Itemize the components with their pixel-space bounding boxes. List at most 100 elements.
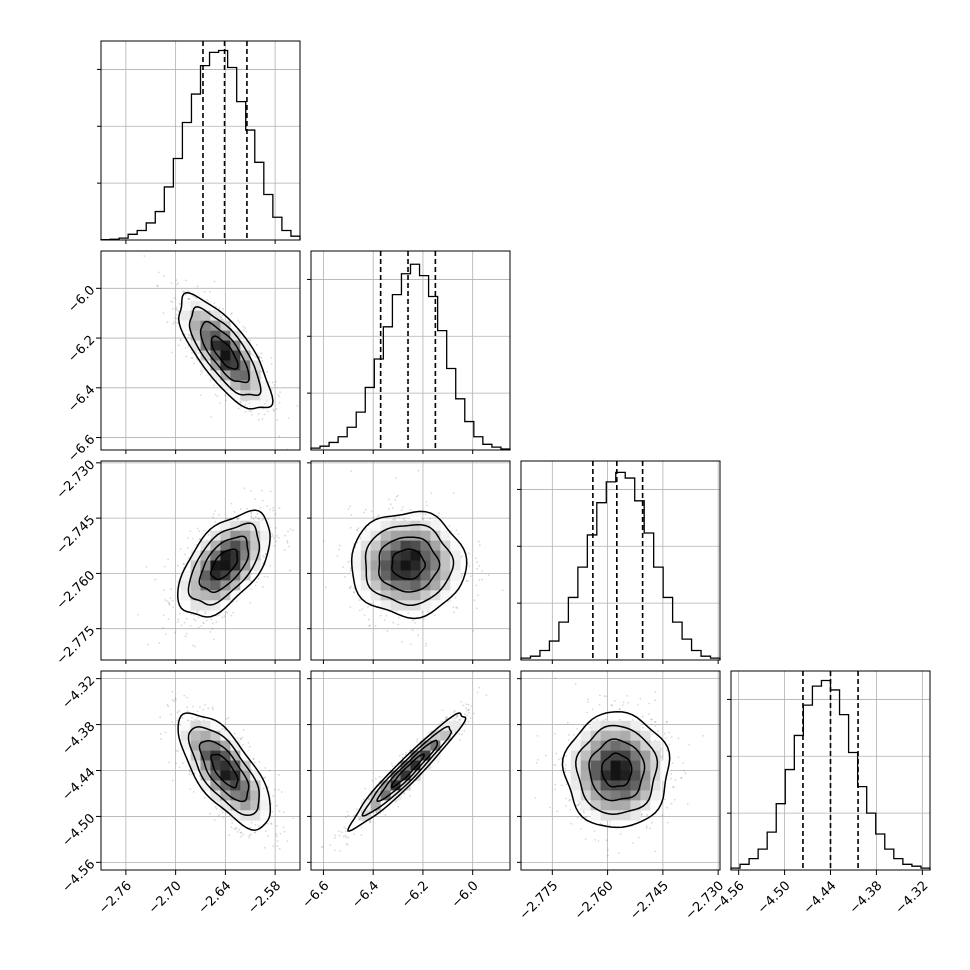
scatter-point — [338, 849, 341, 852]
density-cell — [370, 520, 381, 531]
scatter-point — [214, 393, 217, 396]
density-cell — [180, 310, 191, 321]
density-cell — [240, 370, 251, 381]
scatter-point — [230, 614, 233, 617]
density-cell — [400, 590, 411, 601]
scatter-point — [185, 355, 188, 358]
scatter-point — [198, 706, 201, 708]
scatter-point — [344, 834, 347, 837]
scatter-point — [401, 757, 404, 759]
density-cell — [230, 580, 241, 591]
scatter-point — [470, 705, 473, 708]
scatter-point — [286, 840, 289, 843]
density-cell — [220, 730, 231, 741]
scatter-point — [198, 538, 201, 540]
scatter-point — [171, 690, 174, 693]
scatter-point — [347, 814, 350, 817]
scatter-point — [367, 605, 369, 608]
scatter-point — [509, 668, 511, 670]
scatter-point — [292, 817, 295, 820]
scatter-point — [409, 509, 412, 511]
scatter-point — [367, 618, 370, 621]
density-cell — [390, 550, 401, 561]
scatter-point — [262, 776, 265, 779]
scatter-point — [269, 490, 272, 493]
scatter-point — [257, 419, 260, 421]
density-cell — [190, 720, 201, 731]
scatter-point — [262, 787, 265, 790]
scatter-point — [211, 516, 214, 519]
scatter-point — [171, 301, 174, 303]
scatter-point — [278, 395, 280, 398]
scatter-point — [350, 470, 353, 473]
scatter-point — [177, 310, 180, 313]
scatter-point — [192, 791, 195, 793]
scatter-point — [456, 607, 459, 610]
scatter-point — [344, 816, 347, 819]
density-cell — [210, 750, 221, 761]
density-cell — [220, 370, 231, 381]
scatter-point — [278, 401, 281, 404]
scatter-point — [363, 614, 366, 617]
scatter-point — [177, 344, 180, 347]
scatter-point — [178, 709, 181, 712]
density-cell — [180, 600, 191, 611]
histogram-panel-0 — [97, 40, 301, 241]
scatter-point — [177, 618, 180, 621]
scatter-point — [454, 596, 457, 599]
scatter-point — [177, 749, 179, 752]
scatter-point — [232, 611, 235, 614]
density-cell — [250, 810, 261, 821]
density-cell — [440, 550, 451, 561]
scatter-point — [577, 804, 580, 807]
scatter-point — [196, 285, 199, 288]
density-cell — [440, 540, 451, 551]
scatter-point — [445, 716, 447, 719]
density-cell — [420, 530, 431, 541]
scatter-point — [465, 707, 468, 710]
scatter-point — [254, 355, 257, 358]
scatter-point — [164, 565, 166, 568]
scatter-point — [254, 831, 257, 834]
scatter-point — [288, 569, 291, 572]
scatter-point — [409, 749, 411, 752]
scatter-point — [197, 616, 200, 619]
scatter-point — [264, 830, 267, 833]
scatter-point — [239, 835, 242, 838]
scatter-point — [236, 830, 239, 833]
density-cell — [240, 530, 251, 541]
scatter-point — [384, 814, 387, 816]
density-cell — [220, 350, 231, 361]
scatter-point — [220, 318, 223, 321]
density-cell — [200, 570, 211, 581]
scatter-point — [275, 540, 278, 543]
scatter-point — [192, 295, 195, 298]
density-cell — [370, 800, 381, 811]
density-cell — [230, 530, 241, 541]
scatter-point — [271, 810, 274, 813]
scatter-point — [187, 290, 189, 293]
scatter-point — [654, 725, 657, 727]
scatter-point — [405, 751, 407, 754]
density-cell — [200, 730, 211, 741]
scatter-point — [159, 716, 161, 719]
scatter-point — [167, 601, 170, 604]
scatter-point — [398, 516, 400, 519]
scatter-point — [278, 810, 281, 813]
scatter-point — [397, 805, 400, 808]
scatter-point — [463, 729, 466, 732]
contour-level-1 — [198, 740, 250, 803]
panel-frame — [100, 40, 301, 241]
density-cell — [430, 570, 441, 581]
density-cell — [200, 360, 211, 371]
scatter-point — [243, 329, 245, 332]
scatter-point — [207, 707, 210, 710]
scatter-point — [395, 495, 398, 498]
scatter-point — [275, 535, 278, 537]
density-cell — [220, 330, 231, 341]
scatter-point — [195, 351, 198, 354]
scatter-point — [249, 826, 252, 829]
scatter-point — [374, 625, 377, 627]
density-cell — [190, 730, 201, 741]
density-cell — [210, 740, 221, 751]
